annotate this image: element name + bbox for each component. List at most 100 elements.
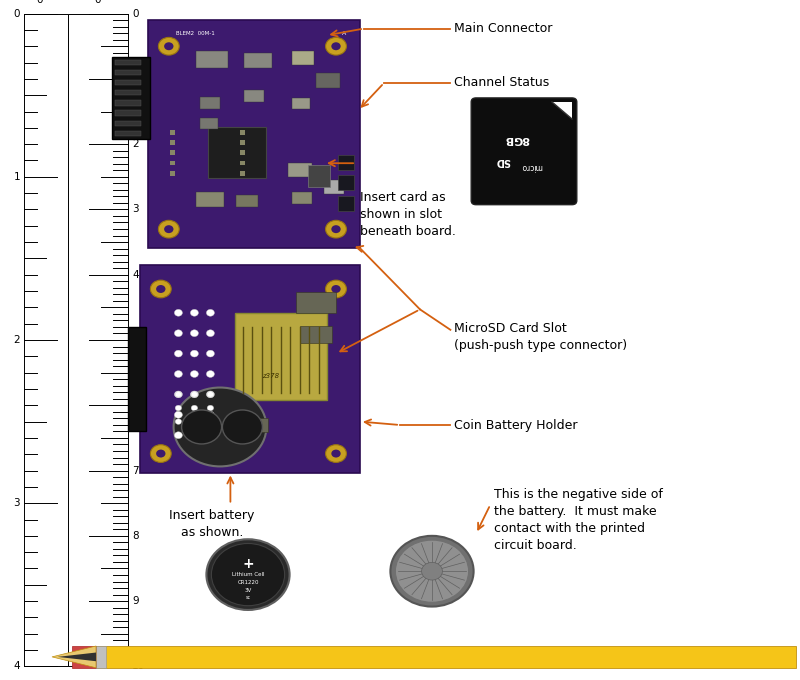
Text: 0: 0: [14, 9, 20, 18]
Bar: [115, 80, 141, 85]
Text: SD: SD: [495, 156, 510, 166]
Bar: [244, 418, 268, 432]
Circle shape: [190, 330, 198, 337]
Text: 2: 2: [14, 335, 20, 345]
Circle shape: [207, 392, 214, 397]
Circle shape: [331, 285, 341, 293]
Bar: [128, 328, 146, 431]
Polygon shape: [552, 102, 572, 119]
Circle shape: [191, 405, 198, 411]
Bar: [200, 97, 220, 109]
Text: 0: 0: [94, 0, 102, 5]
Bar: [115, 120, 141, 126]
Circle shape: [182, 410, 222, 444]
Bar: [170, 130, 174, 135]
Circle shape: [174, 388, 266, 466]
Bar: [96, 646, 796, 668]
Text: Insert battery
as shown.: Insert battery as shown.: [170, 509, 254, 539]
Bar: [244, 90, 264, 102]
Bar: [115, 131, 141, 136]
Circle shape: [156, 285, 166, 293]
Circle shape: [174, 309, 182, 316]
Circle shape: [164, 225, 174, 233]
Text: 1: 1: [132, 74, 138, 84]
Bar: [338, 196, 354, 211]
Bar: [240, 140, 245, 145]
Circle shape: [331, 42, 341, 50]
Bar: [115, 90, 141, 95]
Circle shape: [174, 330, 182, 337]
Circle shape: [150, 445, 171, 462]
Text: This is the negative side of
the battery.  It must make
contact with the printed: This is the negative side of the battery…: [494, 488, 663, 552]
Text: +: +: [242, 558, 254, 571]
Bar: [338, 155, 354, 170]
Bar: [170, 160, 174, 165]
Circle shape: [326, 220, 346, 238]
Circle shape: [422, 562, 442, 580]
Text: micro: micro: [521, 162, 542, 171]
Circle shape: [326, 445, 346, 462]
Circle shape: [175, 405, 182, 411]
Circle shape: [206, 350, 214, 357]
Bar: [112, 57, 150, 139]
Bar: [196, 51, 228, 68]
Bar: [240, 130, 245, 135]
Circle shape: [174, 432, 182, 439]
Bar: [300, 326, 332, 343]
Text: MicroSD Card Slot
(push-push type connector): MicroSD Card Slot (push-push type connec…: [454, 322, 626, 352]
Circle shape: [206, 330, 214, 337]
Text: 1: 1: [14, 172, 20, 182]
Circle shape: [207, 419, 214, 424]
Bar: [170, 140, 174, 145]
Text: 5: 5: [132, 335, 138, 345]
Circle shape: [174, 350, 182, 357]
Text: 7: 7: [132, 466, 138, 475]
Circle shape: [211, 543, 285, 606]
Bar: [196, 192, 224, 207]
Circle shape: [331, 225, 341, 233]
Bar: [24, 14, 68, 666]
Text: 6: 6: [132, 401, 138, 410]
Text: z378: z378: [262, 373, 279, 379]
Bar: [296, 292, 336, 313]
Circle shape: [206, 432, 214, 439]
Circle shape: [174, 411, 182, 418]
Circle shape: [174, 391, 182, 398]
Text: Insert card as
shown in slot
beneath board.: Insert card as shown in slot beneath boa…: [360, 190, 456, 238]
Text: 0: 0: [36, 0, 42, 5]
Bar: [208, 127, 266, 178]
Circle shape: [395, 540, 469, 602]
Text: 2: 2: [132, 139, 138, 149]
Circle shape: [190, 371, 198, 377]
Text: BLEM2  00M-1: BLEM2 00M-1: [176, 31, 214, 35]
Bar: [68, 14, 128, 666]
Circle shape: [191, 419, 198, 424]
Bar: [308, 165, 330, 187]
Circle shape: [326, 37, 346, 55]
Circle shape: [150, 280, 171, 298]
Circle shape: [331, 449, 341, 458]
Bar: [316, 73, 340, 88]
Bar: [170, 150, 174, 155]
Circle shape: [390, 536, 474, 607]
Circle shape: [174, 371, 182, 377]
Bar: [240, 171, 245, 175]
Circle shape: [190, 432, 198, 439]
Text: 0: 0: [132, 9, 138, 18]
Text: 3V: 3V: [244, 588, 252, 593]
Circle shape: [206, 371, 214, 377]
Bar: [240, 150, 245, 155]
Circle shape: [191, 392, 198, 397]
Circle shape: [190, 391, 198, 398]
Circle shape: [190, 411, 198, 418]
FancyBboxPatch shape: [471, 98, 577, 205]
Text: 3: 3: [132, 205, 138, 214]
Bar: [288, 163, 312, 177]
Bar: [148, 20, 360, 248]
Circle shape: [207, 405, 214, 411]
Text: CR1220: CR1220: [238, 580, 258, 585]
Circle shape: [206, 539, 290, 610]
Circle shape: [206, 411, 214, 418]
Bar: [115, 70, 141, 75]
Polygon shape: [52, 646, 96, 668]
